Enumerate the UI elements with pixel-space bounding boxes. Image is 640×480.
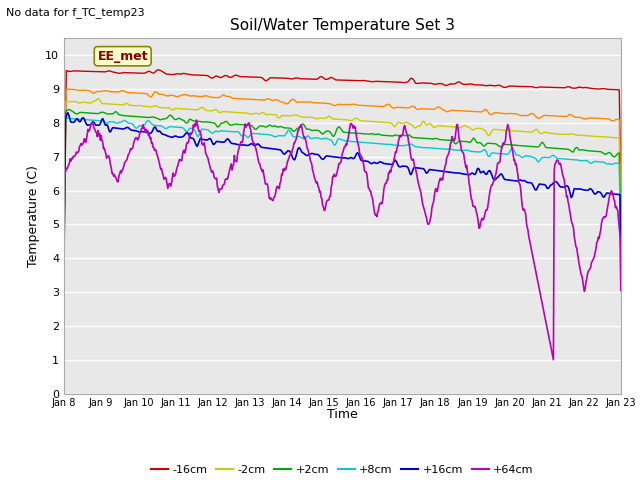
-16cm [70, 68, 78, 74]
+64cm [214, 186, 222, 192]
Legend: -16cm, -8cm, -2cm, +2cm, +8cm, +16cm, +64cm: -16cm, -8cm, -2cm, +2cm, +8cm, +16cm, +6… [147, 460, 538, 480]
+16cm [60, 254, 68, 260]
Line: +8cm: +8cm [64, 118, 621, 255]
-2cm [94, 96, 102, 101]
+2cm [428, 136, 435, 142]
+64cm [193, 117, 200, 123]
+16cm [128, 127, 136, 133]
-8cm [67, 86, 74, 92]
+2cm [65, 107, 73, 112]
Line: -16cm: -16cm [64, 70, 621, 232]
-16cm [127, 70, 135, 76]
-8cm [214, 95, 222, 100]
+2cm [128, 113, 136, 119]
+8cm [214, 129, 222, 134]
-16cm [154, 67, 161, 73]
+2cm [71, 110, 79, 116]
+2cm [617, 246, 625, 252]
Line: +2cm: +2cm [64, 109, 621, 249]
+8cm [185, 127, 193, 132]
Y-axis label: Temperature (C): Temperature (C) [27, 165, 40, 267]
-16cm [428, 81, 435, 86]
-16cm [411, 79, 419, 85]
+2cm [214, 124, 222, 130]
+16cm [428, 167, 435, 173]
+8cm [617, 252, 625, 258]
+2cm [60, 221, 68, 227]
+16cm [411, 165, 419, 170]
-8cm [411, 105, 419, 110]
-2cm [617, 237, 625, 243]
-2cm [60, 215, 68, 221]
+2cm [185, 118, 193, 123]
+64cm [428, 213, 435, 219]
+8cm [71, 116, 79, 122]
Line: -8cm: -8cm [64, 89, 621, 241]
+64cm [617, 288, 625, 293]
+8cm [60, 225, 68, 231]
+16cm [617, 241, 625, 247]
Text: No data for f_TC_temp23: No data for f_TC_temp23 [6, 7, 145, 18]
+8cm [61, 115, 69, 121]
+64cm [550, 357, 557, 363]
-2cm [185, 107, 193, 112]
-16cm [617, 188, 625, 194]
+64cm [184, 140, 192, 146]
+16cm [71, 119, 79, 124]
-8cm [71, 87, 79, 93]
-8cm [128, 90, 136, 96]
-8cm [185, 93, 193, 98]
-2cm [128, 103, 136, 108]
-16cm [60, 229, 68, 235]
-2cm [428, 121, 435, 127]
-8cm [617, 208, 625, 214]
-2cm [70, 99, 78, 105]
Line: +64cm: +64cm [64, 120, 621, 360]
-8cm [428, 106, 435, 112]
+64cm [127, 147, 135, 153]
+8cm [128, 121, 136, 127]
-2cm [411, 125, 419, 131]
Line: -2cm: -2cm [64, 98, 621, 240]
+16cm [185, 132, 193, 137]
+16cm [214, 139, 222, 144]
-2cm [214, 108, 222, 114]
+8cm [411, 144, 419, 149]
+64cm [60, 246, 68, 252]
Text: EE_met: EE_met [97, 50, 148, 63]
+2cm [411, 135, 419, 141]
-16cm [185, 72, 193, 77]
+64cm [411, 165, 419, 171]
-8cm [60, 239, 68, 244]
Title: Soil/Water Temperature Set 3: Soil/Water Temperature Set 3 [230, 18, 455, 33]
+16cm [64, 110, 72, 116]
X-axis label: Time: Time [327, 408, 358, 421]
+8cm [428, 145, 435, 151]
Line: +16cm: +16cm [64, 113, 621, 257]
+64cm [70, 154, 78, 159]
-16cm [214, 74, 222, 80]
